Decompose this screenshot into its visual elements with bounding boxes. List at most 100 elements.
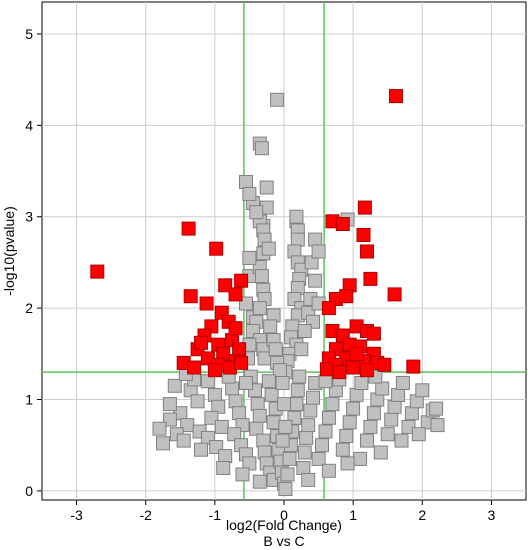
non-significant-point xyxy=(263,319,278,334)
non-significant-point xyxy=(318,424,333,439)
x-axis-ticks: -3 -2 -1 0 1 2 3 xyxy=(70,500,496,523)
non-significant-point xyxy=(275,433,290,448)
non-significant-point xyxy=(306,390,320,405)
significant-point xyxy=(406,359,421,374)
non-significant-point xyxy=(207,387,222,402)
non-significant-point xyxy=(289,209,304,224)
significant-point xyxy=(228,287,243,302)
non-significant-point xyxy=(395,376,410,390)
non-significant-point xyxy=(415,383,430,398)
significant-point xyxy=(209,241,224,256)
x-tick-label: 3 xyxy=(488,507,496,523)
non-significant-point xyxy=(249,421,264,436)
non-significant-point xyxy=(325,397,340,412)
non-significant-point xyxy=(152,421,167,436)
significant-point xyxy=(387,287,402,302)
significant-point xyxy=(363,271,378,286)
non-significant-point xyxy=(321,410,336,425)
non-significant-point xyxy=(401,419,416,434)
non-significant-point xyxy=(239,376,253,390)
non-significant-point xyxy=(228,394,243,409)
x-axis-subtitle: B vs C xyxy=(263,533,304,549)
significant-points xyxy=(90,89,421,380)
non-significant-point xyxy=(162,412,177,427)
y-axis-title: -log10(pvalue) xyxy=(1,206,17,296)
non-significant-point xyxy=(275,376,290,390)
non-significant-point xyxy=(259,180,274,195)
non-significant-point xyxy=(294,342,309,357)
non-significant-point xyxy=(239,175,253,189)
non-significant-point xyxy=(261,374,276,389)
y-tick-label: 2 xyxy=(25,300,33,316)
y-axis-ticks: 0 1 2 3 4 5 xyxy=(25,26,42,499)
non-significant-point xyxy=(225,381,240,396)
non-significant-point xyxy=(278,419,293,434)
non-significant-point xyxy=(308,273,323,288)
non-significant-point xyxy=(176,433,191,448)
significant-point xyxy=(349,346,364,361)
x-axis-title: log2(Fold Change) xyxy=(226,517,342,533)
non-significant-point xyxy=(430,418,445,433)
non-significant-points xyxy=(152,92,445,496)
non-significant-point xyxy=(264,387,279,402)
non-significant-point xyxy=(299,430,314,445)
x-tick-label: 0 xyxy=(280,507,288,523)
non-significant-point xyxy=(303,403,318,418)
non-significant-point xyxy=(242,186,257,201)
significant-point xyxy=(319,362,334,377)
non-significant-point xyxy=(380,427,395,442)
non-significant-point xyxy=(411,427,426,442)
non-significant-point xyxy=(297,445,312,460)
non-significant-point xyxy=(335,442,350,457)
significant-point xyxy=(183,289,198,304)
non-significant-point xyxy=(375,381,390,396)
non-significant-point xyxy=(268,342,283,357)
non-significant-point xyxy=(311,451,326,466)
non-significant-point xyxy=(318,374,333,389)
non-significant-point xyxy=(290,232,305,247)
non-significant-point xyxy=(301,472,316,487)
significant-point xyxy=(377,357,392,372)
non-significant-point xyxy=(254,141,269,156)
significant-point xyxy=(187,360,202,375)
non-significant-point xyxy=(250,397,265,412)
non-significant-point xyxy=(270,92,285,107)
non-significant-point xyxy=(239,296,253,311)
non-significant-point xyxy=(340,456,355,471)
non-significant-point xyxy=(342,415,357,430)
non-significant-point xyxy=(296,461,311,475)
non-significant-point xyxy=(321,463,336,478)
non-significant-point xyxy=(346,401,361,416)
non-significant-point xyxy=(373,445,388,460)
non-significant-point xyxy=(242,250,257,265)
significant-point xyxy=(194,335,208,350)
non-significant-point xyxy=(282,451,297,466)
non-significant-point xyxy=(249,205,264,220)
significant-point xyxy=(218,278,233,293)
non-significant-point xyxy=(349,387,364,402)
significant-point xyxy=(332,365,347,380)
non-significant-point xyxy=(311,244,326,259)
non-significant-point xyxy=(315,438,329,453)
non-significant-point xyxy=(297,324,312,338)
non-significant-point xyxy=(194,442,208,457)
non-significant-point xyxy=(254,269,269,284)
significant-point xyxy=(357,200,372,215)
non-significant-point xyxy=(366,406,381,421)
non-significant-point xyxy=(360,433,374,448)
non-significant-point xyxy=(363,419,378,434)
non-significant-point xyxy=(290,383,305,398)
y-tick-label: 0 xyxy=(25,483,33,499)
x-tick-label: 2 xyxy=(418,507,426,523)
non-significant-point xyxy=(354,376,369,390)
non-significant-point xyxy=(277,397,291,412)
non-significant-point xyxy=(204,410,219,425)
non-significant-point xyxy=(167,378,182,393)
non-significant-point xyxy=(404,406,419,421)
non-significant-point xyxy=(289,397,304,412)
non-significant-point xyxy=(292,369,307,384)
x-tick-label: 1 xyxy=(349,507,357,523)
non-significant-point xyxy=(261,241,276,256)
